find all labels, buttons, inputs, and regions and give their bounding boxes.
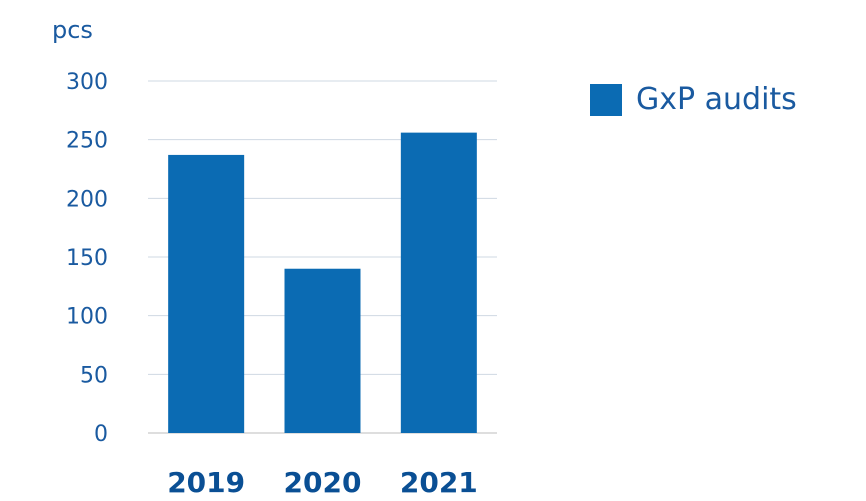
bar-2021 — [400, 132, 477, 434]
y-tick-label: 250 — [66, 129, 108, 154]
legend-label: GxP audits — [636, 82, 797, 117]
bar-2019 — [168, 154, 245, 434]
y-tick-label: 150 — [66, 246, 108, 271]
x-tick-label: 2020 — [284, 466, 362, 499]
legend-swatch — [590, 83, 622, 116]
x-tick-label: 2021 — [400, 466, 478, 499]
y-tick-label: 300 — [66, 70, 108, 95]
x-tick-label: 2019 — [167, 466, 245, 499]
y-tick-label: 0 — [94, 422, 108, 447]
x-axis-ticks: 2019 2020 2021 — [167, 466, 478, 499]
y-tick-label: 100 — [66, 305, 108, 330]
bars — [168, 132, 477, 434]
y-tick-label: 50 — [80, 363, 108, 388]
y-tick-label: 200 — [66, 187, 108, 212]
y-axis-unit-label: pcs — [52, 16, 93, 44]
y-axis-ticks: 0 50 100 150 200 250 300 — [66, 70, 108, 447]
bar-2020 — [284, 268, 361, 433]
legend: GxP audits — [590, 82, 797, 117]
